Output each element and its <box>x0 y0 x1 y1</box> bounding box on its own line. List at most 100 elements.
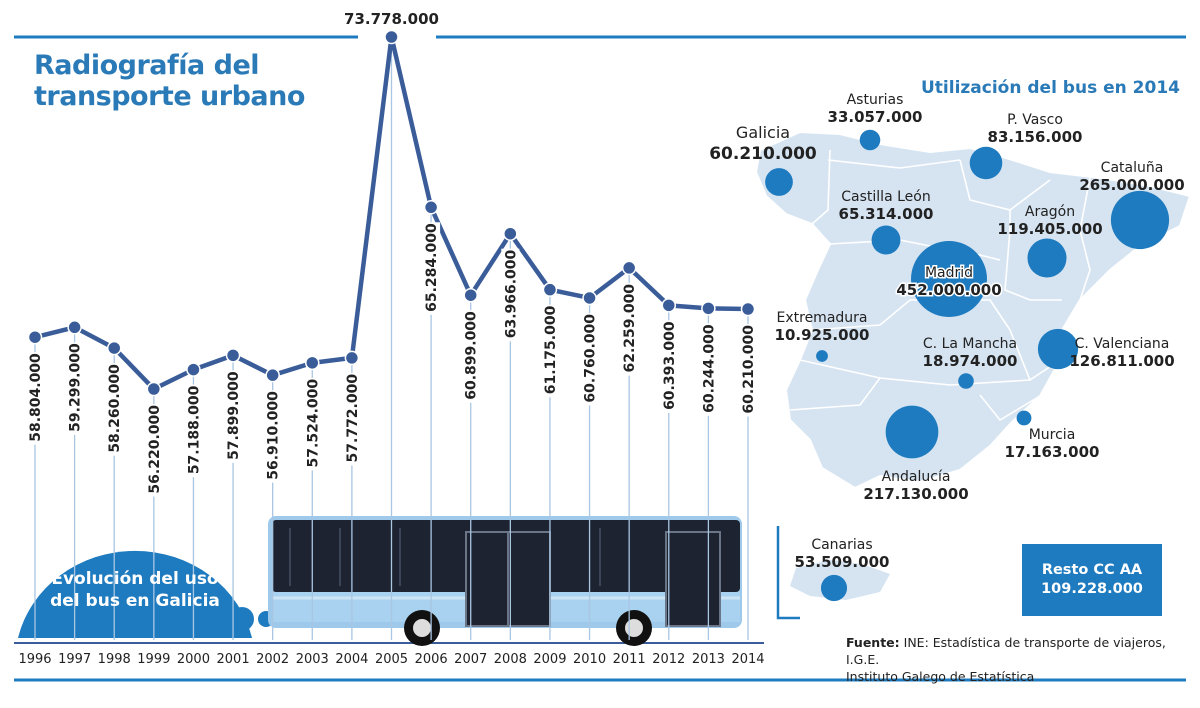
resto-ccaa-box: Resto CC AA 109.228.000 <box>1022 544 1162 616</box>
value-label-bg-2004 <box>342 372 361 466</box>
year-label-2001: 2001 <box>217 652 250 667</box>
region-value-c-la-mancha: 18.974.000 <box>923 352 1018 370</box>
value-label-bg-1998 <box>105 363 124 456</box>
region-value-galicia: 60.210.000 <box>709 144 817 164</box>
bubble-galicia <box>765 168 793 196</box>
title-line-1: Radiografía del <box>34 50 260 81</box>
resto-value: 109.228.000 <box>1041 581 1143 597</box>
year-label-1997: 1997 <box>58 652 91 667</box>
value-label-2009: 61.175.000 <box>543 305 559 394</box>
year-label-2009: 2009 <box>533 652 566 667</box>
region-name-canarias: Canarias <box>811 537 872 553</box>
title-line-2: transporte urbano <box>34 81 305 112</box>
data-point-2005 <box>384 29 399 45</box>
bubble-c-valenciana <box>1037 328 1079 370</box>
value-label-bg-2010 <box>580 312 599 406</box>
region-name-asturias: Asturias <box>847 92 904 108</box>
value-label-2002: 56.910.000 <box>266 391 282 480</box>
value-label-2008: 63.966.000 <box>503 249 519 338</box>
data-point-1997 <box>67 320 82 335</box>
year-label-2002: 2002 <box>256 652 289 667</box>
page-title: Radiografía del transporte urbano <box>34 50 354 112</box>
value-label-2014: 60.210.000 <box>741 325 757 414</box>
data-point-2013 <box>701 301 716 316</box>
evolution-label-line-1: Evolución del uso <box>51 569 219 589</box>
region-value-catalu-a: 265.000.000 <box>1079 176 1184 194</box>
value-label-bg-2000 <box>184 384 203 478</box>
bubble-extremadura <box>816 350 828 362</box>
bubble-canarias <box>820 574 848 602</box>
value-label-1998: 58.260.000 <box>107 364 123 453</box>
data-point-1999 <box>146 381 162 397</box>
region-value-madrid: 452.000.000 <box>896 281 1001 299</box>
region-name-extremadura: Extremadura <box>777 310 868 326</box>
region-name-galicia: Galicia <box>736 123 790 142</box>
peak-label-bg <box>353 8 430 30</box>
data-point-2014 <box>740 301 756 317</box>
value-label-bg-1997 <box>65 342 84 435</box>
value-label-bg-2006 <box>422 222 441 315</box>
bubble-madrid <box>911 241 987 317</box>
region-value-castilla-le-n: 65.314.000 <box>839 205 934 223</box>
evolution-label: Evolución del uso del bus en Galicia <box>28 568 242 612</box>
value-label-2011: 62.259.000 <box>622 284 638 373</box>
year-label-2011: 2011 <box>613 652 646 667</box>
value-label-bg-2009 <box>540 304 559 398</box>
region-value-extremadura: 10.925.000 <box>775 326 870 344</box>
value-label-2012: 60.393.000 <box>662 321 678 410</box>
bubble-arag-n <box>1027 238 1067 278</box>
data-point-2006 <box>423 200 439 215</box>
data-point-1998 <box>106 340 122 356</box>
bubble-c-la-mancha <box>958 373 974 389</box>
value-label-2007: 60.899.000 <box>464 311 480 400</box>
bubble-asturias <box>859 129 881 151</box>
data-point-2000 <box>186 362 201 377</box>
region-value-asturias: 33.057.000 <box>828 108 923 126</box>
region-value-andaluc-a: 217.130.000 <box>863 485 968 503</box>
value-label-bg-2011 <box>620 282 639 376</box>
year-label-2012: 2012 <box>652 652 685 667</box>
year-label-2003: 2003 <box>296 652 329 667</box>
region-value-c-valenciana: 126.811.000 <box>1069 352 1174 370</box>
bubble-andaluc-a <box>885 405 939 459</box>
value-label-bg-2014 <box>739 324 757 417</box>
value-label-bg-2003 <box>303 377 322 471</box>
year-label-2005: 2005 <box>375 652 408 667</box>
region-name-castilla-le-n: Castilla León <box>841 189 930 205</box>
data-point-2008 <box>503 226 518 241</box>
region-name-c-la-mancha: C. La Mancha <box>923 336 1017 352</box>
data-point-2002 <box>265 367 280 383</box>
value-label-2010: 60.760.000 <box>583 314 599 403</box>
value-label-2006: 65.284.000 <box>424 223 440 312</box>
value-label-bg-2008 <box>501 248 520 342</box>
region-name-arag-n: Aragón <box>1025 204 1075 220</box>
region-value-p-vasco: 83.156.000 <box>988 128 1083 146</box>
value-label-1999: 56.220.000 <box>147 405 163 494</box>
evolution-label-line-2: del bus en Galicia <box>50 591 220 611</box>
line-chart: 58.804.000 1996 59.299.000 1997 58.260.000 19… <box>18 8 765 667</box>
data-point-2010 <box>582 290 597 306</box>
value-label-bg-2001 <box>224 370 243 463</box>
data-point-2011 <box>621 260 637 276</box>
year-label-2004: 2004 <box>335 652 368 667</box>
bubble-murcia <box>1016 410 1032 426</box>
year-label-1998: 1998 <box>98 652 131 667</box>
year-label-2008: 2008 <box>494 652 527 667</box>
bubble-p-vasco <box>969 146 1003 180</box>
value-label-bg-2013 <box>699 323 718 416</box>
region-name-p-vasco: P. Vasco <box>1007 112 1063 128</box>
region-value-murcia: 17.163.000 <box>1005 443 1100 461</box>
value-label-bg-2012 <box>659 320 678 413</box>
value-label-2004: 57.772.000 <box>345 374 361 463</box>
data-point-2001 <box>225 348 241 363</box>
data-point-2007 <box>463 287 478 303</box>
map-title: Utilización del bus en 2014 <box>920 78 1180 98</box>
bubble-catalu-a <box>1110 190 1170 250</box>
resto-name: Resto CC AA <box>1041 562 1143 578</box>
value-label-2005: 73.778.000 <box>344 10 439 28</box>
data-point-1996 <box>27 329 43 345</box>
year-label-2007: 2007 <box>454 652 487 667</box>
value-label-1997: 59.299.000 <box>68 343 84 432</box>
region-value-canarias: 53.509.000 <box>795 553 890 571</box>
